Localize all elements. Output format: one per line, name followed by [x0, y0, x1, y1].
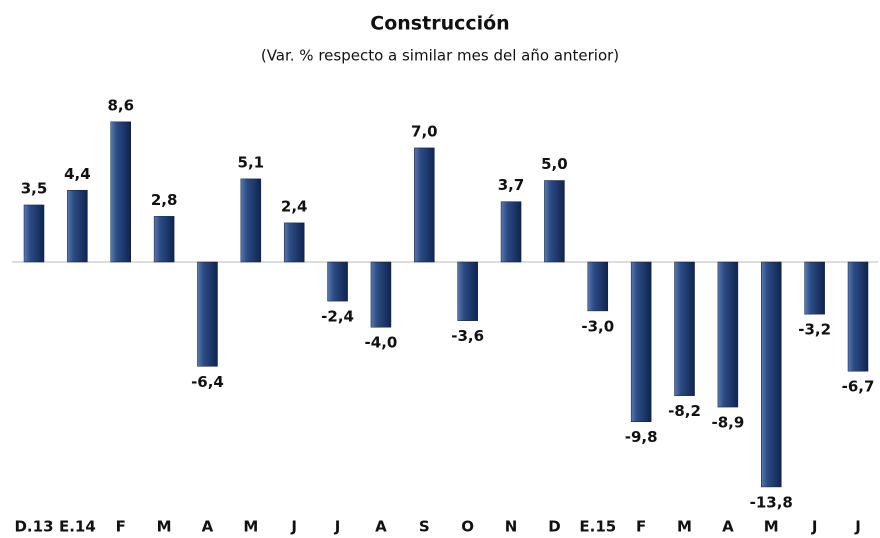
- x-tick-label: J: [854, 518, 861, 536]
- bar: [630, 261, 652, 422]
- value-label: 3,7: [498, 176, 525, 194]
- x-tick-label: F: [116, 518, 126, 536]
- x-tick-label: D: [548, 518, 560, 536]
- chart-subtitle: (Var. % respecto a similar mes del año a…: [261, 47, 619, 65]
- x-tick-label: M: [243, 518, 258, 536]
- x-tick-label: A: [722, 518, 734, 536]
- bar: [587, 261, 609, 312]
- bar: [110, 121, 131, 263]
- x-tick-label: J: [334, 518, 341, 536]
- x-tick-label: O: [461, 518, 474, 536]
- bar: [283, 222, 305, 263]
- x-tick-label: A: [375, 518, 387, 536]
- bar: [847, 261, 869, 372]
- x-tick-label: E.14: [59, 518, 96, 536]
- x-tick-label: S: [419, 518, 430, 536]
- x-tick-label: D.13: [14, 518, 53, 536]
- bar: [153, 216, 175, 263]
- bar: [327, 261, 348, 302]
- x-tick-label: F: [636, 518, 646, 536]
- bar: [457, 261, 478, 321]
- value-label: 4,4: [64, 165, 91, 183]
- value-label: -6,7: [842, 378, 875, 396]
- bar: [761, 261, 782, 488]
- bar: [240, 178, 262, 263]
- value-label: -3,2: [798, 321, 831, 339]
- bar: [674, 261, 695, 396]
- value-label: 2,4: [281, 197, 308, 215]
- chart-title: Construcción: [370, 13, 509, 35]
- bar: [500, 201, 522, 263]
- x-tick-label: E.15: [579, 518, 616, 536]
- value-label: -3,0: [581, 317, 614, 335]
- value-label: -8,9: [711, 414, 744, 432]
- value-label: -13,8: [750, 493, 793, 511]
- x-tick-label: J: [811, 518, 818, 536]
- bar: [544, 180, 565, 263]
- value-label: 3,5: [21, 179, 48, 197]
- bar: [804, 261, 825, 315]
- value-label: -8,2: [668, 402, 701, 420]
- value-label: -4,0: [365, 334, 398, 352]
- value-label: 2,8: [151, 191, 178, 209]
- value-label: -3,6: [451, 327, 484, 345]
- bar: [197, 261, 218, 367]
- x-tick-label: N: [505, 518, 518, 536]
- value-label: 8,6: [107, 96, 134, 114]
- bar: [23, 204, 45, 263]
- value-label: -2,4: [321, 308, 354, 326]
- bar: [414, 147, 435, 263]
- x-tick-label: A: [202, 518, 214, 536]
- bar: [370, 261, 392, 328]
- value-label: 5,1: [238, 153, 265, 171]
- value-label: 5,0: [541, 155, 568, 173]
- value-label: 7,0: [411, 122, 438, 140]
- bar: [67, 190, 88, 263]
- bar: [717, 261, 739, 408]
- x-tick-label: J: [290, 518, 297, 536]
- value-label: -6,4: [191, 373, 224, 391]
- value-label: -9,8: [625, 428, 658, 446]
- x-tick-label: M: [677, 518, 692, 536]
- x-tick-label: M: [157, 518, 172, 536]
- x-tick-label: M: [764, 518, 779, 536]
